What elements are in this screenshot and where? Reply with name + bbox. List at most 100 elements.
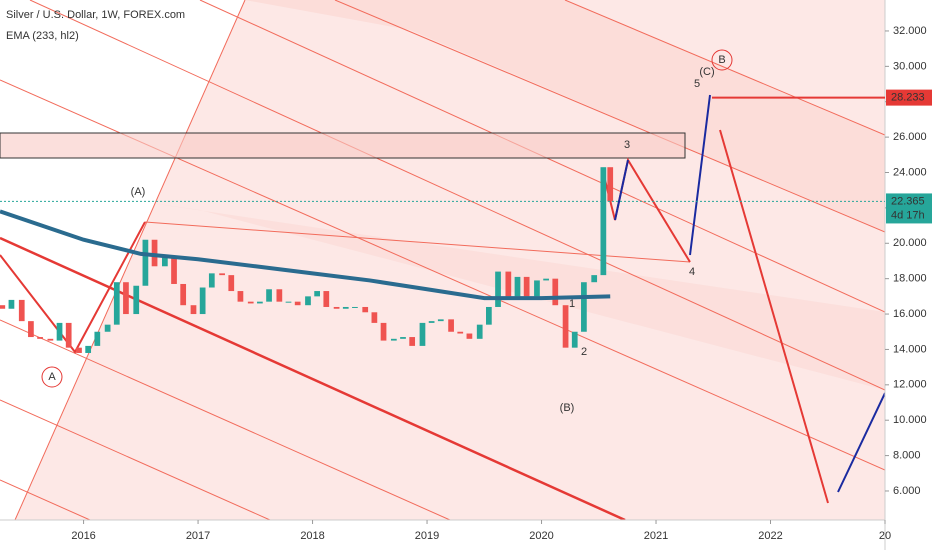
y-tick-label: 14.000 bbox=[893, 343, 927, 355]
wave-label: (C) bbox=[699, 66, 714, 78]
y-tick-label: 16.000 bbox=[893, 308, 927, 320]
channel-line bbox=[564, 0, 885, 136]
channel-line bbox=[0, 399, 271, 520]
candle bbox=[171, 257, 177, 284]
wave-label: A bbox=[48, 371, 56, 383]
drawings bbox=[0, 0, 885, 520]
candle bbox=[190, 305, 197, 315]
candle bbox=[543, 278, 549, 281]
candle bbox=[142, 239, 149, 286]
y-tick-label: 6.000 bbox=[893, 485, 921, 497]
candle bbox=[47, 338, 54, 341]
candle bbox=[237, 291, 244, 302]
y-tick-label: 32.000 bbox=[893, 25, 927, 37]
candle bbox=[591, 275, 598, 283]
candle bbox=[342, 306, 349, 309]
resistance-box bbox=[0, 132, 686, 159]
candle bbox=[76, 347, 82, 353]
candle bbox=[94, 331, 101, 346]
candle bbox=[486, 306, 492, 325]
x-tick-label: 2020 bbox=[529, 530, 553, 542]
candle bbox=[505, 271, 512, 297]
indicator-label: EMA (233, hl2) bbox=[6, 30, 79, 42]
wave-arrow bbox=[689, 94, 711, 256]
price-tag bbox=[886, 193, 932, 224]
candle bbox=[428, 321, 435, 323]
plot bbox=[0, 167, 614, 353]
candle bbox=[534, 280, 540, 297]
candle bbox=[314, 291, 320, 297]
candle bbox=[37, 337, 43, 339]
fan-line bbox=[14, 0, 246, 520]
candle bbox=[18, 299, 25, 322]
candle bbox=[380, 322, 387, 341]
candle bbox=[133, 285, 140, 315]
band bbox=[245, 0, 885, 232]
channel-line bbox=[0, 479, 91, 520]
candle bbox=[219, 273, 225, 276]
wave-label: 3 bbox=[624, 139, 630, 151]
candle bbox=[257, 301, 263, 304]
candle bbox=[457, 331, 464, 334]
candle bbox=[0, 305, 6, 309]
candle bbox=[294, 301, 301, 306]
candle bbox=[581, 282, 587, 332]
candle bbox=[448, 319, 454, 332]
y-tick-label: 30.000 bbox=[893, 60, 927, 72]
wave-line bbox=[719, 129, 829, 504]
candle bbox=[104, 324, 111, 332]
y-tick-label: 8.000 bbox=[893, 450, 921, 462]
candle bbox=[305, 296, 311, 306]
channel-line bbox=[0, 236, 626, 520]
candle bbox=[8, 299, 15, 309]
candle bbox=[285, 301, 292, 303]
candle bbox=[333, 306, 340, 309]
candle bbox=[371, 312, 378, 323]
candle bbox=[514, 276, 521, 297]
candle bbox=[180, 283, 187, 306]
candle bbox=[247, 301, 254, 304]
candle bbox=[56, 322, 63, 341]
candle bbox=[600, 167, 607, 276]
candle bbox=[208, 273, 215, 288]
x-tick-label: 2018 bbox=[300, 530, 324, 542]
candle bbox=[571, 331, 578, 348]
wave-line bbox=[0, 221, 146, 354]
wave-arrow bbox=[614, 159, 629, 221]
wave-circle bbox=[41, 366, 63, 388]
candle bbox=[323, 291, 330, 307]
candle bbox=[199, 287, 206, 315]
price-tag bbox=[886, 89, 932, 106]
candle bbox=[476, 324, 483, 339]
x-tick-label: 2021 bbox=[644, 530, 668, 542]
countdown-label: 4d 17h bbox=[891, 209, 925, 221]
candle bbox=[495, 271, 501, 307]
x-tick-label: 2022 bbox=[758, 530, 782, 542]
candle bbox=[607, 167, 614, 202]
wave-label: 2 bbox=[581, 346, 587, 358]
y-tick-label: 12.000 bbox=[893, 379, 927, 391]
x-tick-label: 20 bbox=[879, 530, 891, 542]
candle bbox=[228, 275, 235, 292]
candle bbox=[162, 257, 168, 267]
candle bbox=[85, 345, 92, 353]
y-tick-label: 24.000 bbox=[893, 166, 927, 178]
channel-line bbox=[334, 0, 885, 233]
candle bbox=[400, 337, 406, 339]
wave-circle bbox=[711, 49, 733, 71]
wave-label: 5 bbox=[694, 78, 700, 90]
candle bbox=[523, 276, 530, 297]
candle bbox=[65, 322, 72, 348]
candle bbox=[552, 278, 559, 306]
candle bbox=[352, 306, 358, 308]
candle bbox=[390, 338, 397, 341]
chart-title: Silver / U.S. Dollar, 1W, FOREX.com bbox=[6, 9, 185, 21]
y-tick-label: 18.000 bbox=[893, 273, 927, 285]
candle bbox=[466, 333, 473, 339]
candle bbox=[276, 289, 283, 302]
ema-line bbox=[0, 209, 611, 301]
candle bbox=[419, 322, 426, 346]
candle bbox=[362, 306, 369, 313]
candle bbox=[28, 321, 34, 338]
